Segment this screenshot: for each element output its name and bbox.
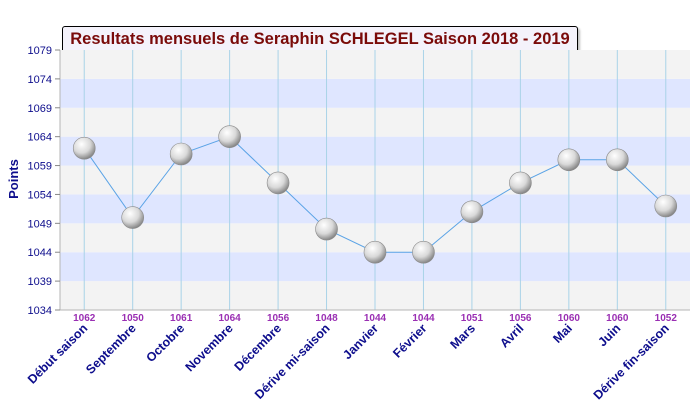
y-tick-label: 1059 bbox=[28, 161, 52, 173]
data-point bbox=[606, 148, 629, 172]
x-tick-label: Octobre bbox=[143, 321, 187, 365]
data-value-label: 1062 bbox=[73, 313, 96, 324]
y-tick-label: 1074 bbox=[28, 74, 52, 86]
y-tick-label: 1054 bbox=[28, 189, 52, 201]
data-point bbox=[557, 148, 581, 172]
x-tick-label: Septembre bbox=[83, 321, 139, 377]
y-tick-label: 1079 bbox=[28, 45, 52, 57]
x-tick-label: Février bbox=[390, 321, 429, 360]
data-value-label: 1060 bbox=[606, 313, 629, 324]
data-value-label: 1061 bbox=[170, 313, 193, 324]
data-point bbox=[363, 240, 387, 264]
data-value-label: 1052 bbox=[655, 313, 678, 324]
y-tick-label: 1044 bbox=[28, 247, 52, 259]
data-value-label: 1048 bbox=[315, 313, 338, 324]
data-point bbox=[169, 142, 193, 166]
x-tick-label: Décembre bbox=[232, 321, 285, 374]
data-value-label: 1051 bbox=[461, 313, 484, 324]
x-tick-label: Juin bbox=[595, 321, 623, 349]
x-tick-label: Mai bbox=[550, 321, 575, 346]
data-point bbox=[121, 206, 144, 229]
x-tick-label: Janvier bbox=[340, 321, 381, 362]
data-value-label: 1064 bbox=[218, 313, 241, 324]
y-axis-label: Points bbox=[6, 159, 21, 199]
x-tick-label: Novembre bbox=[183, 321, 236, 374]
chart-title: Resultats mensuels de Seraphin SCHLEGEL … bbox=[70, 30, 570, 48]
y-tick-label: 1039 bbox=[28, 276, 52, 288]
y-tick-label: 1069 bbox=[28, 103, 52, 115]
data-value-label: 1056 bbox=[267, 313, 290, 324]
data-point bbox=[460, 200, 484, 224]
y-tick-label: 1049 bbox=[28, 218, 52, 230]
data-value-label: 1044 bbox=[364, 313, 387, 324]
data-point bbox=[266, 171, 290, 195]
data-point bbox=[509, 171, 532, 195]
data-point bbox=[412, 240, 435, 264]
x-tick-label: Avril bbox=[497, 321, 526, 350]
data-value-label: 1060 bbox=[558, 313, 581, 324]
y-tick-label: 1034 bbox=[28, 305, 52, 317]
y-tick-label: 1064 bbox=[28, 132, 52, 144]
data-point bbox=[72, 136, 96, 160]
data-point bbox=[654, 194, 678, 218]
data-point bbox=[315, 217, 338, 241]
x-tick-label: Début saison bbox=[25, 321, 90, 386]
data-value-label: 1044 bbox=[412, 313, 435, 324]
data-value-label: 1050 bbox=[122, 313, 145, 324]
data-value-label: 1056 bbox=[509, 313, 532, 324]
x-tick-label: Mars bbox=[448, 321, 479, 352]
data-point bbox=[218, 125, 241, 148]
